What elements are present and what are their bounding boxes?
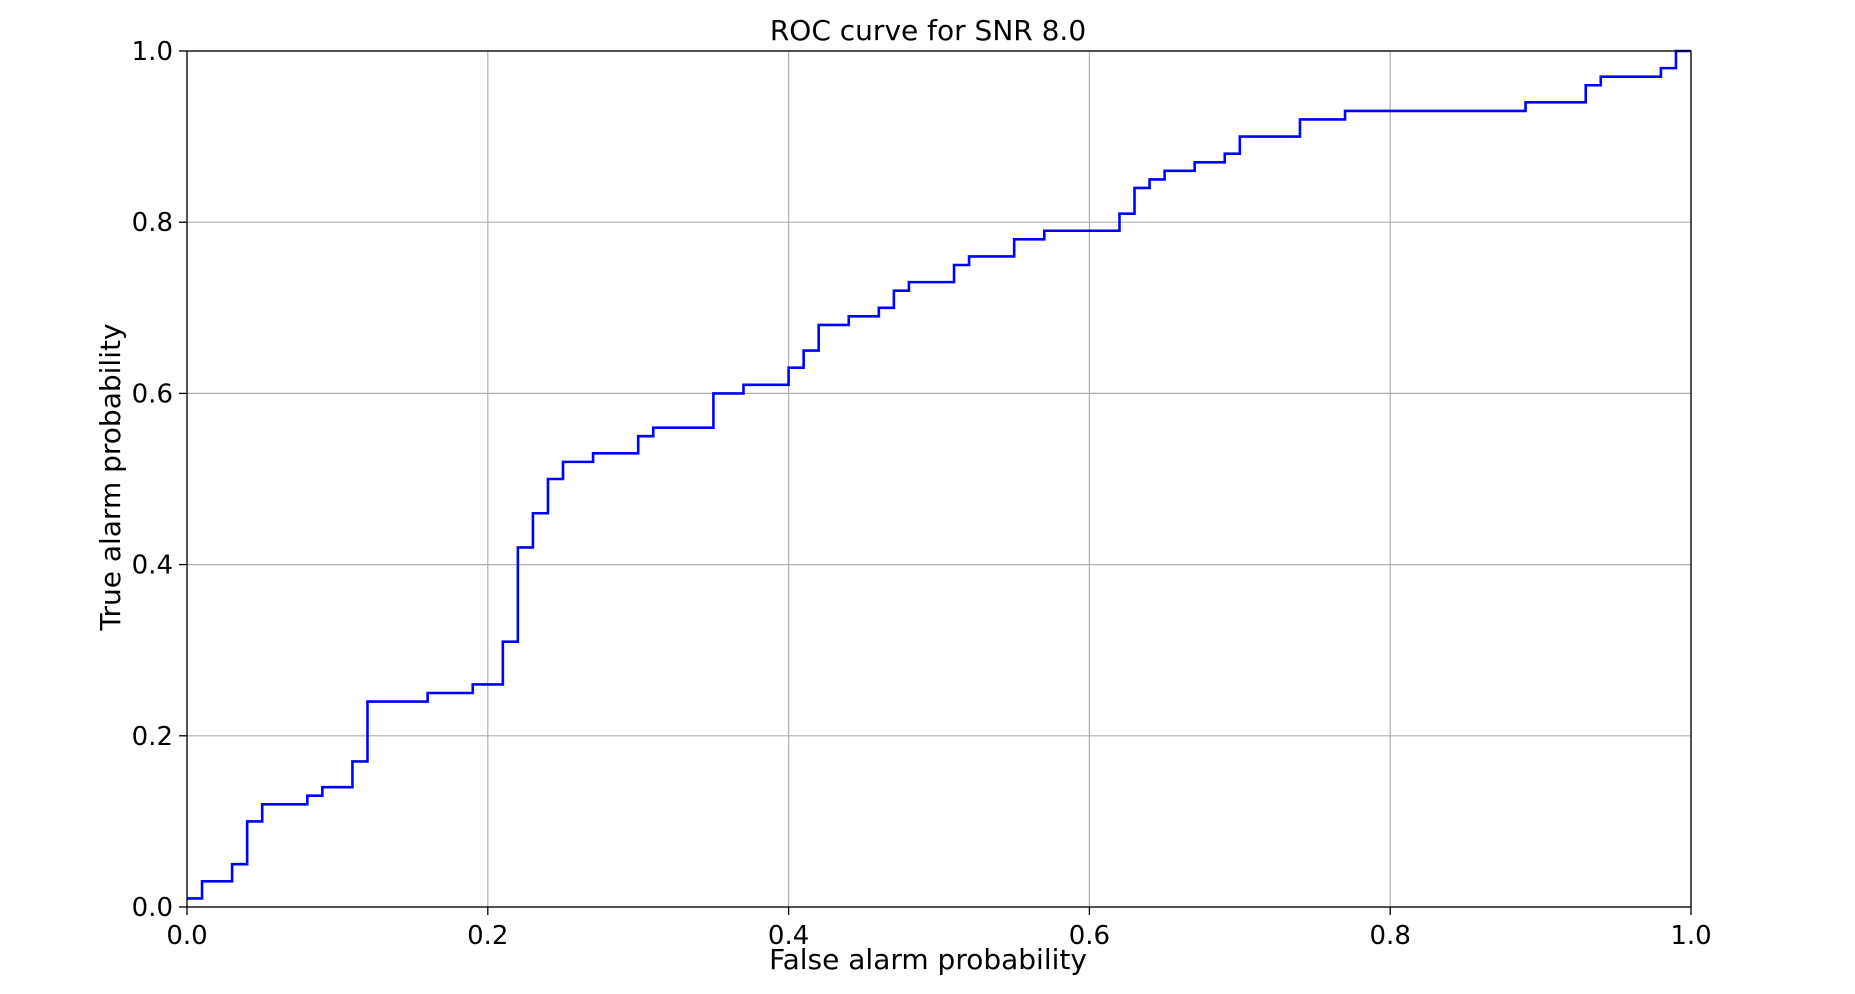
y-tick-label: 0.4 [132,551,173,581]
x-tick-label: 0.0 [166,921,207,951]
x-tick-label: 1.0 [1670,921,1711,951]
y-tick-label: 0.2 [132,722,173,752]
roc-curve-line [187,49,1691,900]
x-axis-label: False alarm probability [769,943,1087,976]
x-tick-label: 0.6 [1069,921,1110,951]
y-tick-label: 1.0 [132,37,173,67]
axis-ticks: 0.0 0.2 0.4 0.6 0.8 1.0 0.0 0.2 0.4 0.6 0.8 1.0 [132,37,1712,951]
x-tick-label: 0.4 [768,921,809,951]
chart-title: ROC curve for SNR 8.0 [770,14,1086,47]
y-axis-label: True alarm probability [94,323,127,631]
y-tick-label: 0.0 [132,893,173,923]
y-tick-label: 0.6 [132,379,173,409]
y-tick-label: 0.8 [132,208,173,238]
plot-frame [186,50,1692,908]
x-tick-label: 0.8 [1370,921,1411,951]
grid [186,50,1692,908]
x-tick-label: 0.2 [467,921,508,951]
